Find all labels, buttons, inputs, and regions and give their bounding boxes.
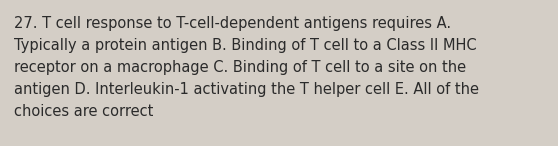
Text: Typically a protein antigen B. Binding of T cell to a Class II MHC: Typically a protein antigen B. Binding o… bbox=[14, 38, 477, 53]
Text: 27. T cell response to T-cell-dependent antigens requires A.: 27. T cell response to T-cell-dependent … bbox=[14, 16, 451, 31]
Text: choices are correct: choices are correct bbox=[14, 104, 153, 119]
Text: receptor on a macrophage C. Binding of T cell to a site on the: receptor on a macrophage C. Binding of T… bbox=[14, 60, 466, 75]
Text: antigen D. Interleukin-1 activating the T helper cell E. All of the: antigen D. Interleukin-1 activating the … bbox=[14, 82, 479, 97]
